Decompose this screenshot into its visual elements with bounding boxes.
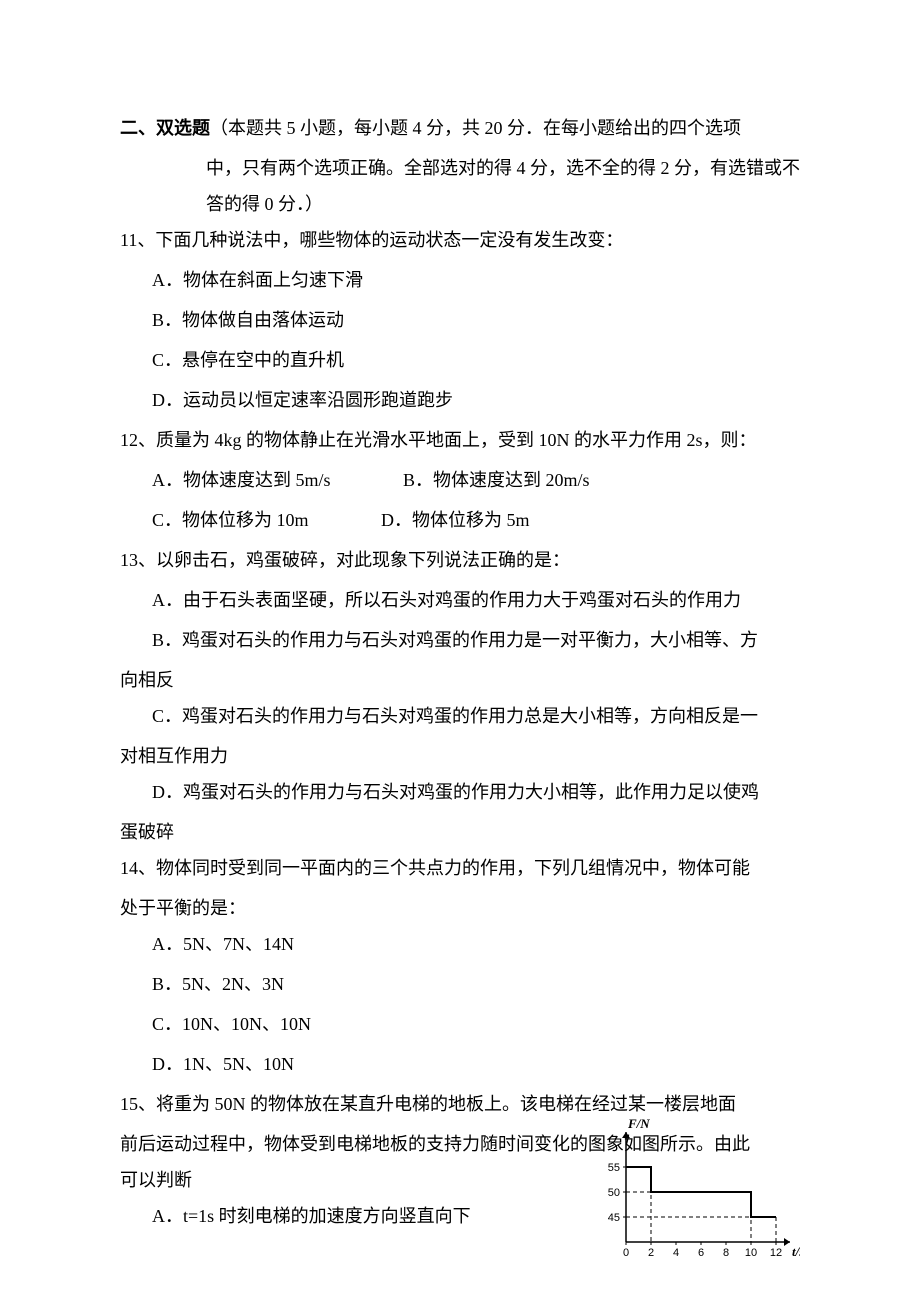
svg-text:55: 55 xyxy=(608,1162,620,1174)
q12-options-ab: A．物体速度达到 5m/s B．物体速度达到 20m/s xyxy=(120,462,800,498)
q12-option-d: D．物体位移为 5m xyxy=(381,502,530,538)
svg-text:10: 10 xyxy=(745,1247,757,1259)
section-desc-1: （本题共 5 小题，每小题 4 分，共 20 分．在每小题给出的四个选项 xyxy=(210,118,741,138)
svg-text:45: 45 xyxy=(608,1212,620,1224)
section-desc-3: 答的得 0 分．） xyxy=(120,186,800,222)
q14-option-d: D．1N、5N、10N xyxy=(120,1046,800,1082)
q13-option-a: A．由于石头表面坚硬，所以石头对鸡蛋的作用力大于鸡蛋对石头的作用力 xyxy=(120,582,800,618)
svg-text:2: 2 xyxy=(648,1247,654,1259)
q13-stem: 13、以卵击石，鸡蛋破碎，对此现象下列说法正确的是： xyxy=(120,542,800,578)
q13-option-d-2: 蛋破碎 xyxy=(120,814,800,850)
q14-stem-2: 处于平衡的是： xyxy=(120,890,800,926)
svg-text:4: 4 xyxy=(673,1247,679,1259)
q12-option-c: C．物体位移为 10m xyxy=(152,502,309,538)
svg-text:8: 8 xyxy=(723,1247,729,1259)
q12-option-b: B．物体速度达到 20m/s xyxy=(403,462,590,498)
q12-stem: 12、质量为 4kg 的物体静止在光滑水平地面上，受到 10N 的水平力作用 2… xyxy=(120,422,800,458)
q14-option-a: A．5N、7N、14N xyxy=(120,926,800,962)
section-heading: 二、双选题（本题共 5 小题，每小题 4 分，共 20 分．在每小题给出的四个选… xyxy=(120,110,800,146)
q13-option-c-2: 对相互作用力 xyxy=(120,738,800,774)
q11-stem: 11、下面几种说法中，哪些物体的运动状态一定没有发生改变： xyxy=(120,222,800,258)
q14-option-b: B．5N、2N、3N xyxy=(120,966,800,1002)
q11-option-b: B．物体做自由落体运动 xyxy=(120,302,800,338)
q11-option-c: C．悬停在空中的直升机 xyxy=(120,342,800,378)
q13-option-c-1: C．鸡蛋对石头的作用力与石头对鸡蛋的作用力总是大小相等，方向相反是一 xyxy=(120,698,800,734)
q14-option-c: C．10N、10N、10N xyxy=(120,1006,800,1042)
q11-option-a: A．物体在斜面上匀速下滑 xyxy=(120,262,800,298)
section-title: 二、双选题 xyxy=(120,118,210,138)
q13-option-b-1: B．鸡蛋对石头的作用力与石头对鸡蛋的作用力是一对平衡力，大小相等、方 xyxy=(120,622,800,658)
svg-text:6: 6 xyxy=(698,1247,704,1259)
svg-text:50: 50 xyxy=(608,1187,620,1199)
q13-option-d-1: D．鸡蛋对石头的作用力与石头对鸡蛋的作用力大小相等，此作用力足以使鸡 xyxy=(120,774,800,810)
q11-option-d: D．运动员以恒定速率沿圆形跑道跑步 xyxy=(120,382,800,418)
svg-text:0: 0 xyxy=(623,1247,629,1259)
q13-option-b-2: 向相反 xyxy=(120,662,800,698)
q14-stem-1: 14、物体同时受到同一平面内的三个共点力的作用，下列几组情况中，物体可能 xyxy=(120,850,800,886)
q12-options-cd: C．物体位移为 10m D．物体位移为 5m xyxy=(120,502,800,538)
svg-text:F/N: F/N xyxy=(627,1116,650,1131)
q12-option-a: A．物体速度达到 5m/s xyxy=(152,462,331,498)
section-desc-2: 中，只有两个选项正确。全部选对的得 4 分，选不全的得 2 分，有选错或不 xyxy=(120,150,800,186)
svg-text:t/s: t/s xyxy=(792,1244,800,1259)
force-time-chart: 45 50 55 0 2 4 6 8 10 12 F/N t/s xyxy=(590,1112,800,1262)
svg-text:12: 12 xyxy=(770,1247,782,1259)
